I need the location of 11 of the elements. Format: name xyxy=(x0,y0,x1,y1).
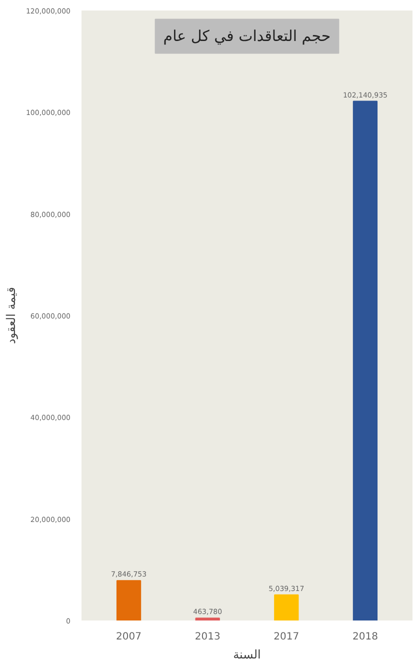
x-tick-label: 2017 xyxy=(274,632,300,642)
x-axis-title: السنة xyxy=(233,648,261,662)
x-tick-label: 2018 xyxy=(352,632,378,642)
bar xyxy=(274,594,299,620)
bar xyxy=(352,100,378,620)
bar xyxy=(116,580,142,620)
bar xyxy=(195,618,220,620)
y-axis-title: قيمة العقود xyxy=(4,287,18,344)
x-tick-label: 2007 xyxy=(116,632,142,642)
x-tick-label: 2013 xyxy=(194,632,220,642)
text: حجم التعاقدات في كل عام xyxy=(163,27,331,46)
